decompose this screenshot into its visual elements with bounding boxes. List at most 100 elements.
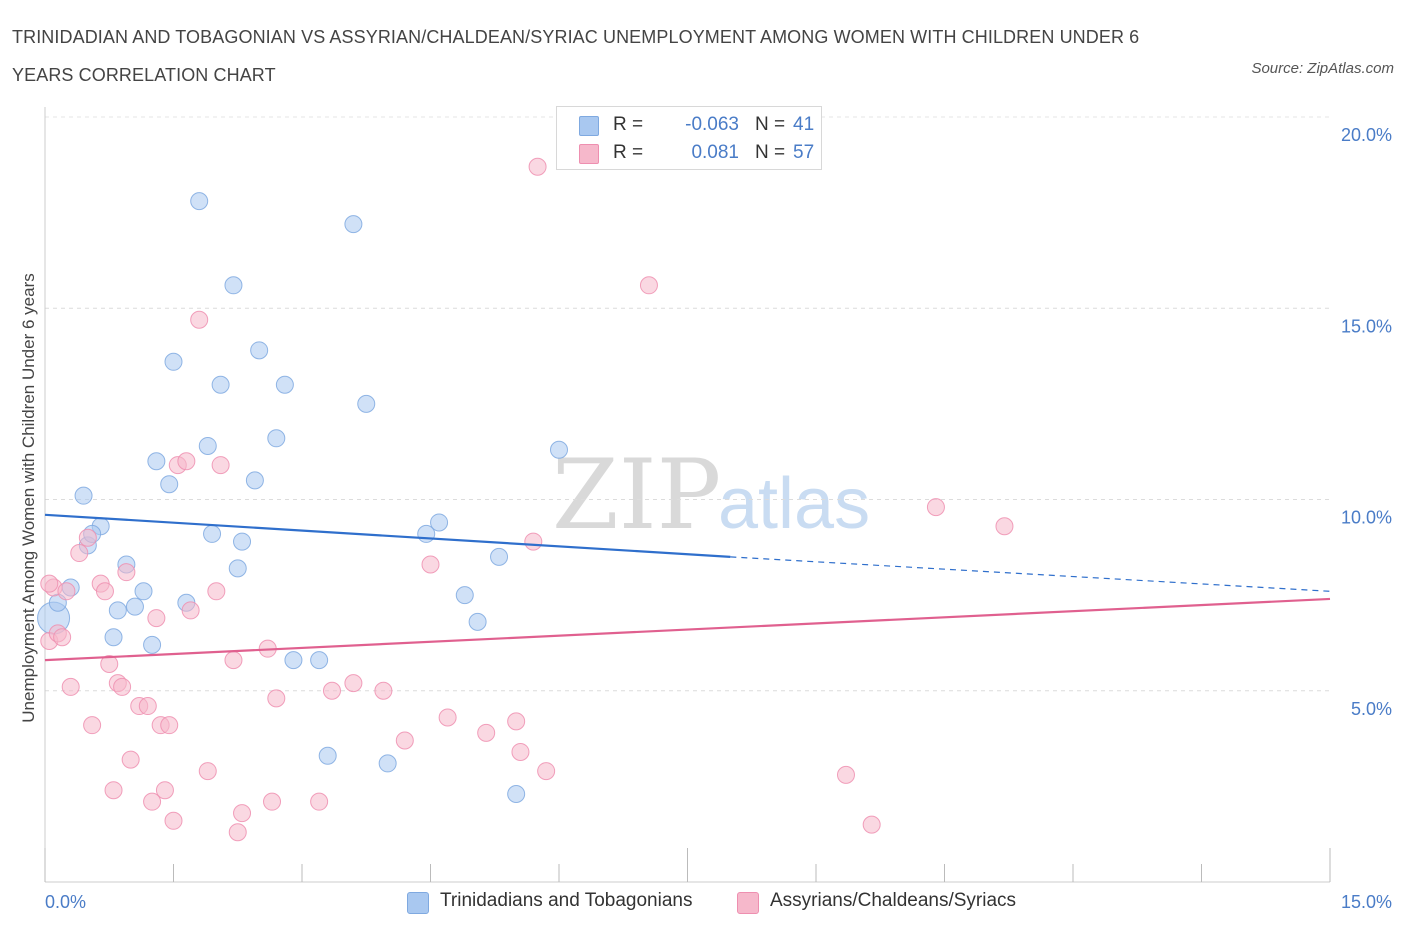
point-assyrian [524, 532, 543, 551]
r-value: 0.081 [691, 142, 739, 163]
trend-line-trinidadian [44, 513, 731, 558]
legend-swatch-assyrian [579, 144, 599, 164]
point-assyrian [438, 708, 457, 727]
point-assyrian [233, 804, 252, 823]
point-assyrian [117, 563, 136, 582]
n-value: 41 [793, 114, 815, 135]
point-assyrian [113, 677, 132, 696]
point-assyrian [477, 723, 496, 742]
point-trinidadian [245, 471, 264, 490]
point-assyrian [177, 452, 196, 471]
point-trinidadian [318, 746, 337, 765]
point-trinidadian [357, 394, 376, 413]
stats-legend: R = -0.063 N = 41 R = 0.081 N = 57 [556, 106, 822, 170]
point-assyrian [421, 555, 440, 574]
r-label: R = [613, 114, 644, 135]
point-assyrian [207, 582, 226, 601]
legend-label: Assyrians/Chaldeans/Syriacs [770, 890, 1017, 911]
point-assyrian [147, 609, 166, 628]
n-label: N = [755, 114, 786, 135]
legend-swatch-trinidadian [407, 892, 429, 914]
axis-labels: 5.0% 10.0% 15.0% 20.0% 0.0% 15.0% Unemployment… [19, 125, 1392, 912]
point-assyrian [639, 276, 658, 295]
point-trinidadian [74, 486, 93, 505]
point-trinidadian [104, 628, 123, 647]
point-trinidadian [233, 532, 252, 551]
series-legend: Trinidadians and Tobagonians Assyrians/C… [0, 888, 1406, 916]
legend-swatch-assyrian [737, 892, 759, 914]
y-tick-label: 10.0% [1341, 508, 1392, 528]
r-value: -0.063 [685, 114, 739, 135]
point-trinidadian [507, 785, 526, 804]
watermark: ZIP atlas [552, 439, 870, 551]
point-trinidadian [378, 754, 397, 773]
point-assyrian [374, 681, 393, 700]
point-trinidadian [125, 597, 144, 616]
point-trinidadian [284, 651, 303, 670]
point-assyrian [40, 574, 59, 593]
point-assyrian [507, 712, 526, 731]
point-trinidadian [310, 651, 329, 670]
point-trinidadian [160, 475, 179, 494]
point-assyrian [160, 716, 179, 735]
n-label: N = [755, 142, 786, 163]
point-assyrian [228, 823, 247, 842]
point-trinidadian [203, 524, 222, 543]
legend-label: Trinidadians and Tobagonians [440, 890, 693, 911]
trend-line-trinidadian-extension [730, 556, 1331, 592]
point-assyrian [263, 792, 282, 811]
source-label: Source: ZipAtlas.com [1251, 60, 1394, 77]
point-assyrian [511, 742, 530, 761]
point-assyrian [143, 792, 162, 811]
point-assyrian [121, 750, 140, 769]
point-assyrian [995, 517, 1014, 536]
point-trinidadian [275, 375, 294, 394]
y-axis-label: Unemployment Among Women with Children U… [19, 273, 38, 722]
point-trinidadian [344, 215, 363, 234]
point-assyrian [190, 310, 209, 329]
point-trinidadian [455, 586, 474, 605]
chart-title: TRINIDADIAN AND TOBAGONIAN VS ASSYRIAN/C… [12, 27, 1140, 85]
x-tick-label-max: 15.0% [1341, 892, 1392, 912]
point-assyrian [267, 689, 286, 708]
point-trinidadian [550, 440, 568, 459]
legend-swatch-trinidadian [579, 116, 599, 136]
point-trinidadian [134, 582, 153, 601]
point-assyrian [53, 628, 72, 647]
point-trinidadian [198, 436, 217, 455]
point-trinidadian [147, 452, 166, 471]
point-assyrian [83, 716, 102, 735]
point-assyrian [224, 651, 243, 670]
point-trinidadian [490, 547, 509, 566]
y-tick-label: 5.0% [1351, 699, 1392, 719]
point-assyrian [537, 762, 556, 781]
point-trinidadian [143, 635, 162, 654]
point-assyrian [344, 674, 363, 693]
point-trinidadian [108, 601, 127, 620]
point-assyrian [310, 792, 329, 811]
point-trinidadian [250, 341, 269, 360]
y-tick-label: 20.0% [1341, 125, 1392, 145]
point-assyrian [138, 697, 157, 716]
point-assyrian [78, 528, 97, 547]
point-assyrian [198, 762, 217, 781]
point-trinidadian [211, 375, 230, 394]
point-assyrian [70, 544, 89, 563]
point-assyrian [211, 456, 230, 475]
data-points [37, 157, 1014, 842]
point-assyrian [100, 654, 119, 673]
point-trinidadian [267, 429, 286, 448]
point-trinidadian [468, 612, 487, 631]
point-trinidadian [164, 352, 183, 371]
point-assyrian [322, 681, 341, 700]
watermark-zip: ZIP [552, 439, 721, 551]
grid [45, 116, 1330, 692]
y-tick-label: 15.0% [1341, 316, 1392, 336]
point-assyrian [155, 781, 174, 800]
point-trinidadian [190, 192, 209, 211]
point-assyrian [181, 601, 200, 620]
point-assyrian [57, 582, 76, 601]
trend-line-assyrian [44, 597, 1331, 662]
point-trinidadian [224, 276, 243, 295]
point-assyrian [528, 157, 547, 176]
